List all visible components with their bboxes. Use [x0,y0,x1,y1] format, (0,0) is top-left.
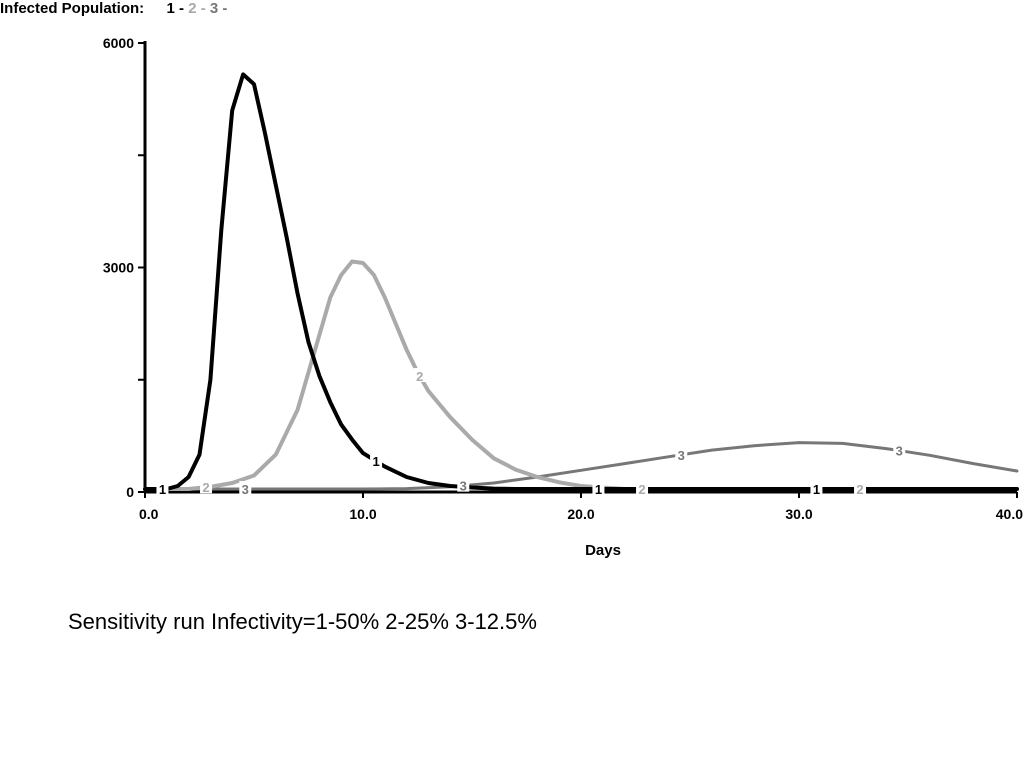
x-axis-title: Days [585,542,621,559]
x-tick-label-10.0: 10.0 [349,506,376,522]
series-2-marker-0: 2 [202,480,209,495]
series-3-marker-bg-1 [457,477,470,492]
legend-item-1-separator: - [179,0,185,17]
x-tick-label-30.0: 30.0 [785,506,812,522]
series-3-marker-bg-2 [675,446,688,461]
chart-caption: Sensitivity run Infectivity=1-50% 2-25% … [68,609,537,634]
legend-item-3-label: 3 [209,0,219,17]
legend-item-2-separator: - [200,0,206,17]
series-1-marker-2: 1 [595,482,602,497]
legend-item-3: 3 - [210,0,228,17]
chart-legend: Infected Population: 1 - 2 - 3 - [0,0,227,17]
series-3-marker-bg-3 [893,442,906,457]
y-tick-label-3000: 3000 [103,260,134,276]
series-3-marker-0: 3 [242,482,249,497]
legend-item-3-separator: - [222,0,228,17]
series-3-marker-2: 3 [678,448,685,463]
legend-item-1-label: 1 [166,0,175,17]
legend-item-1: 1 - [167,0,185,17]
series-2-marker-2: 2 [638,482,645,497]
x-tick-label-40.0: 40.0 [996,506,1023,522]
x-tick-label-20.0: 20.0 [567,506,594,522]
series-1-marker-3: 1 [813,482,820,497]
series-2-marker-bg-0 [200,479,213,494]
legend-item-2-label: 2 [188,0,197,17]
legend-title: Infected Population: [0,0,145,17]
series-3-marker-3: 3 [896,444,903,459]
series-3-marker-bg-0 [239,481,252,496]
series-2-marker-3: 2 [856,482,863,497]
series-2-marker-bg-2 [636,481,649,496]
y-tick-label-0: 0 [126,484,134,500]
line-chart: 0 3000 6000 0.0 10.0 20.0 30.0 40.0 Days 3 3 3 3 2 2 2 2… [103,35,1023,559]
series-1-marker-0: 1 [159,482,166,497]
y-tick-label-6000: 6000 [103,35,134,51]
series-3-marker-1: 3 [460,479,467,494]
series-2-line [143,259,1019,491]
series-1-marker-bg-0 [156,481,169,496]
series-2-marker-bg-3 [854,481,867,496]
series-1-marker-bg-1 [370,453,383,468]
series-1-marker-bg-2 [592,481,605,496]
legend-item-2: 2 - [188,0,206,17]
series-3-line [143,441,1019,491]
series-1-marker-1: 1 [372,454,379,469]
x-tick-label-0.0: 0.0 [139,506,159,522]
series-2-marker-bg-1 [413,368,426,383]
series-1-line [143,72,1019,491]
series-2-marker-1: 2 [416,369,423,384]
series-1-marker-bg-3 [810,481,823,496]
